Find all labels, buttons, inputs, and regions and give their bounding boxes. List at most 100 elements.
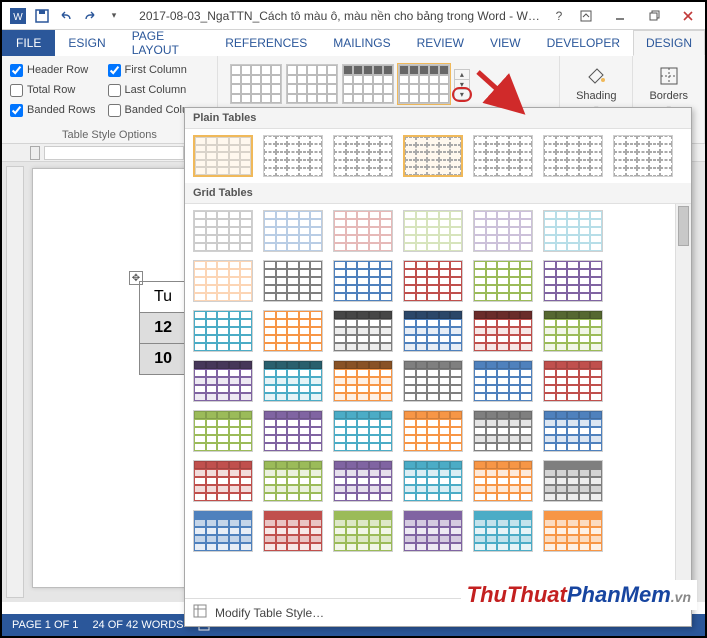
grid-style-r2-c1[interactable] bbox=[403, 310, 463, 352]
gallery-more-button[interactable]: ▾ bbox=[455, 90, 469, 99]
grid-style-r3-c4[interactable] bbox=[263, 410, 323, 452]
grid-style-r1-c2[interactable] bbox=[403, 260, 463, 302]
ribbon-collapse-icon[interactable] bbox=[569, 2, 603, 30]
table-header-cell[interactable]: Tu bbox=[140, 282, 187, 313]
grid-style-r1-c5[interactable] bbox=[193, 310, 253, 352]
grid-style-r4-c1[interactable] bbox=[543, 410, 603, 452]
grid-style-r5-c5[interactable] bbox=[473, 510, 533, 552]
gallery-row-up[interactable]: ▴ bbox=[455, 70, 469, 80]
grid-style-r2-c6[interactable] bbox=[333, 360, 393, 402]
tab-mailings[interactable]: MAILINGS bbox=[320, 30, 403, 56]
plain-style-plain-1[interactable] bbox=[263, 135, 323, 177]
grid-style-r4-c4[interactable] bbox=[333, 460, 393, 502]
grid-style-r4-c0[interactable] bbox=[473, 410, 533, 452]
grid-style-r3-c3[interactable] bbox=[193, 410, 253, 452]
status-words[interactable]: 24 OF 42 WORDS bbox=[92, 619, 183, 631]
undo-icon[interactable] bbox=[56, 6, 76, 26]
grid-style-r1-c6[interactable] bbox=[263, 310, 323, 352]
ruler-toggle[interactable] bbox=[30, 146, 40, 160]
plain-style-plain-5[interactable] bbox=[543, 135, 603, 177]
grid-style-r3-c6[interactable] bbox=[403, 410, 463, 452]
grid-style-r5-c1[interactable] bbox=[193, 510, 253, 552]
plain-style-plain-2[interactable] bbox=[333, 135, 393, 177]
grid-style-r4-c6[interactable] bbox=[473, 460, 533, 502]
grid-style-r3-c1[interactable] bbox=[473, 360, 533, 402]
grid-style-r4-c3[interactable] bbox=[263, 460, 323, 502]
grid-style-r5-c2[interactable] bbox=[263, 510, 323, 552]
restore-button[interactable] bbox=[637, 2, 671, 30]
tab-references[interactable]: REFERENCES bbox=[212, 30, 320, 56]
borders-icon bbox=[657, 64, 681, 88]
grid-style-r5-c6[interactable] bbox=[543, 510, 603, 552]
grid-style-r4-c5[interactable] bbox=[403, 460, 463, 502]
section-grid-tables: Grid Tables bbox=[185, 183, 691, 204]
grid-style-r0-c3[interactable] bbox=[403, 210, 463, 252]
grid-style-r0-c6[interactable] bbox=[193, 260, 253, 302]
grid-style-r2-c3[interactable] bbox=[543, 310, 603, 352]
bucket-icon bbox=[584, 64, 608, 88]
tab-review[interactable]: REVIEW bbox=[404, 30, 477, 56]
group-label-tso: Table Style Options bbox=[10, 127, 209, 141]
plain-style-plain-6[interactable] bbox=[613, 135, 673, 177]
grid-tables-scroll bbox=[185, 204, 691, 598]
grid-style-r0-c4[interactable] bbox=[473, 210, 533, 252]
grid-style-r3-c0[interactable] bbox=[403, 360, 463, 402]
ruler-vertical[interactable] bbox=[6, 166, 24, 598]
chk-banded-rows[interactable]: Banded Rows bbox=[10, 100, 96, 120]
help-icon[interactable]: ? bbox=[549, 6, 569, 26]
grid-style-r0-c5[interactable] bbox=[543, 210, 603, 252]
redo-icon[interactable] bbox=[80, 6, 100, 26]
table-cell[interactable]: 12 bbox=[140, 313, 187, 344]
status-page[interactable]: PAGE 1 OF 1 bbox=[12, 619, 78, 631]
close-button[interactable] bbox=[671, 2, 705, 30]
gallery-style-2[interactable] bbox=[286, 64, 338, 104]
chk-total-row[interactable]: Total Row bbox=[10, 80, 96, 100]
tab-page-layout[interactable]: PAGE LAYOUT bbox=[119, 30, 213, 56]
grid-style-r0-c1[interactable] bbox=[263, 210, 323, 252]
grid-style-r0-c2[interactable] bbox=[333, 210, 393, 252]
borders-label: Borders bbox=[649, 90, 688, 102]
section-plain-tables: Plain Tables bbox=[185, 108, 691, 129]
grid-style-r1-c4[interactable] bbox=[543, 260, 603, 302]
grid-style-r3-c5[interactable] bbox=[333, 410, 393, 452]
grid-style-r5-c4[interactable] bbox=[403, 510, 463, 552]
quick-access-toolbar: W ▾ bbox=[2, 6, 130, 26]
minimize-button[interactable] bbox=[603, 2, 637, 30]
tab-esign[interactable]: ESIGN bbox=[55, 30, 118, 56]
file-tab[interactable]: FILE bbox=[2, 30, 55, 56]
gallery-style-1[interactable] bbox=[230, 64, 282, 104]
chk-header-row[interactable]: Header Row bbox=[10, 60, 96, 80]
grid-style-r5-c3[interactable] bbox=[333, 510, 393, 552]
scrollbar-thumb[interactable] bbox=[678, 206, 689, 246]
grid-style-r5-c0[interactable] bbox=[543, 460, 603, 502]
tab-design[interactable]: DESIGN bbox=[633, 30, 705, 56]
watermark: ThuThuatPhanMem.vn bbox=[461, 580, 697, 610]
dropdown-scrollbar[interactable] bbox=[675, 204, 691, 598]
ruler[interactable] bbox=[44, 146, 184, 160]
grid-style-r1-c0[interactable] bbox=[263, 260, 323, 302]
grid-style-r1-c1[interactable] bbox=[333, 260, 393, 302]
tab-developer[interactable]: DEVELOPER bbox=[534, 30, 633, 56]
gallery-style-4[interactable] bbox=[398, 64, 450, 104]
document-table[interactable]: Tu 12 10 bbox=[139, 281, 187, 375]
grid-style-r2-c4[interactable] bbox=[193, 360, 253, 402]
chk-first-column[interactable]: First Column bbox=[108, 60, 209, 80]
grid-style-r1-c3[interactable] bbox=[473, 260, 533, 302]
grid-style-r4-c2[interactable] bbox=[193, 460, 253, 502]
plain-style-plain-3[interactable] bbox=[403, 135, 463, 177]
save-icon[interactable] bbox=[32, 6, 52, 26]
qat-customize-icon[interactable]: ▾ bbox=[104, 6, 124, 26]
tab-view[interactable]: VIEW bbox=[477, 30, 534, 56]
grid-style-r2-c5[interactable] bbox=[263, 360, 323, 402]
grid-style-r2-c2[interactable] bbox=[473, 310, 533, 352]
plain-style-plain-4[interactable] bbox=[473, 135, 533, 177]
gallery-row-down[interactable]: ▾ bbox=[455, 80, 469, 90]
table-cell[interactable]: 10 bbox=[140, 344, 187, 375]
grid-style-r2-c0[interactable] bbox=[333, 310, 393, 352]
grid-style-r0-c0[interactable] bbox=[193, 210, 253, 252]
gallery-style-3[interactable] bbox=[342, 64, 394, 104]
grid-style-r3-c2[interactable] bbox=[543, 360, 603, 402]
word-app-icon[interactable]: W bbox=[8, 6, 28, 26]
chk-last-column[interactable]: Last Column bbox=[108, 80, 209, 100]
plain-style-table-grid[interactable] bbox=[193, 135, 253, 177]
